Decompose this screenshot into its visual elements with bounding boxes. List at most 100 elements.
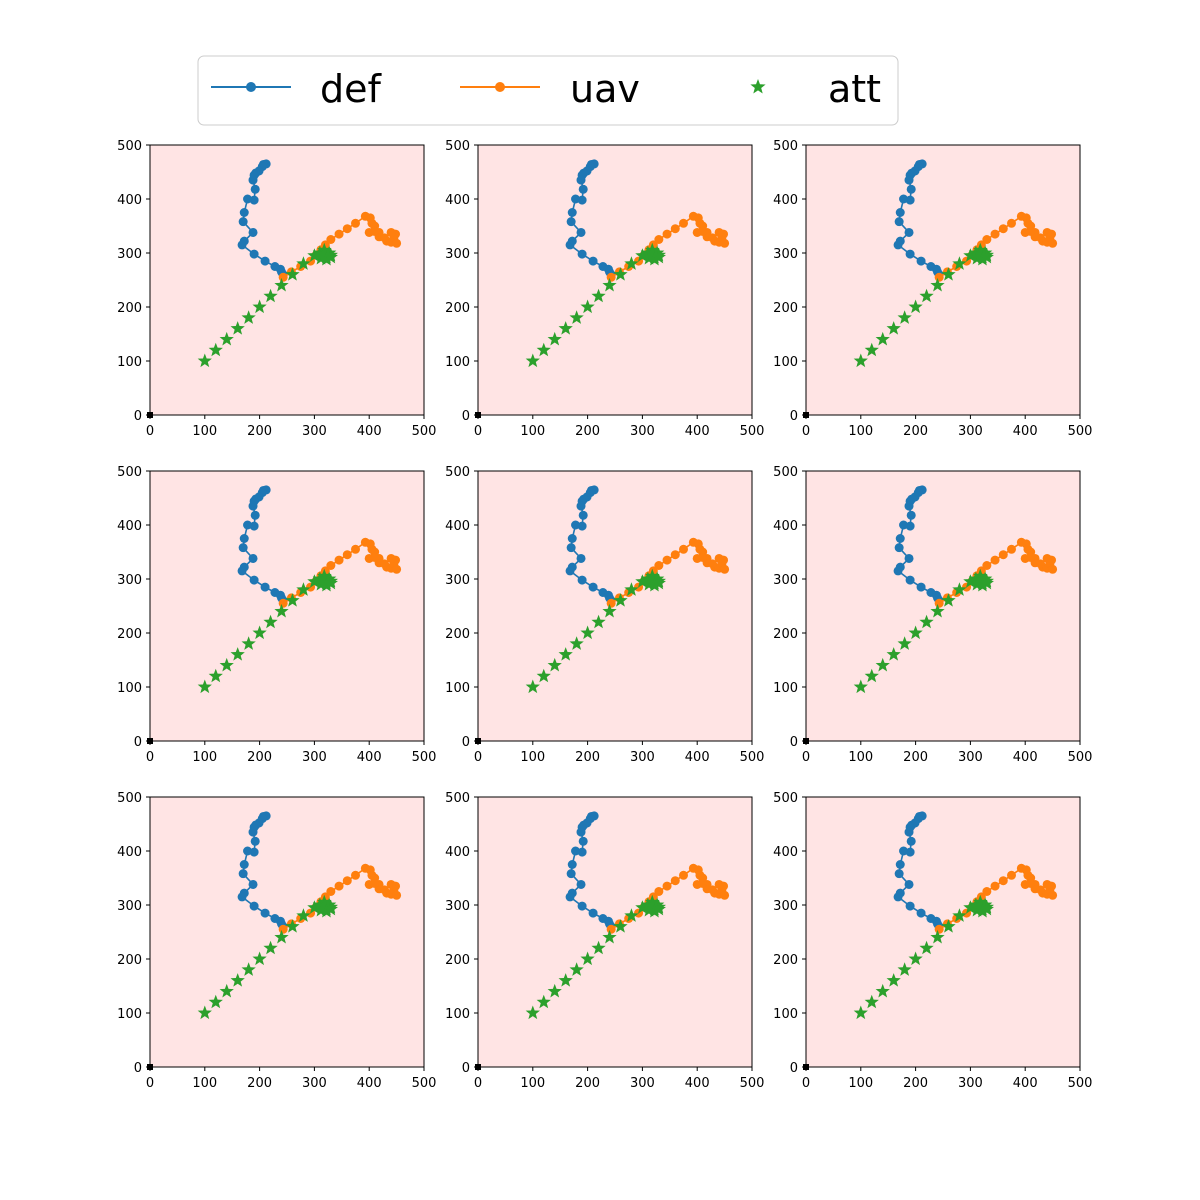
att-point (930, 277, 945, 292)
y-tick-label: 500 (445, 791, 470, 806)
y-tick-label: 100 (773, 1007, 798, 1022)
def-point (243, 846, 253, 856)
att-point (274, 929, 289, 944)
uav-point (606, 924, 616, 934)
att-point (323, 901, 338, 916)
plot-area (806, 471, 1080, 741)
y-tick-label: 200 (773, 953, 798, 968)
def-point (904, 501, 914, 511)
att-point (230, 321, 245, 335)
uav-point (720, 238, 730, 248)
att-point (930, 929, 945, 944)
x-tick-label: 0 (802, 1076, 810, 1091)
def-point (243, 194, 253, 204)
uav-point (679, 218, 688, 228)
x-tick-label: 400 (685, 1076, 710, 1091)
uav-point (1026, 226, 1036, 236)
x-tick-label: 500 (412, 1076, 437, 1091)
x-tick-label: 500 (412, 424, 437, 439)
uav-point (670, 876, 680, 886)
uav-point (1042, 879, 1052, 889)
y-tick-label: 400 (445, 845, 470, 860)
subplot-9: 0 100 200 300 400 500 0 100 200 300 400 500 (773, 791, 1092, 1091)
uav-point (990, 555, 1000, 565)
y-tick-label: 300 (773, 899, 798, 914)
att-point (864, 342, 879, 357)
y-tick-label: 400 (773, 193, 798, 208)
att-point (853, 679, 868, 694)
def-point (895, 534, 905, 543)
att-point (979, 575, 994, 590)
att-point (197, 679, 212, 694)
def-point (250, 836, 260, 846)
series-def (565, 485, 616, 606)
y-tick-label: 300 (117, 573, 142, 588)
y-tick-label: 400 (117, 519, 142, 534)
att-point (307, 574, 322, 588)
def-point (899, 520, 909, 530)
subplot-3: 0 100 200 300 400 500 0 100 200 300 400 500 (773, 139, 1092, 439)
uav-point (392, 238, 402, 248)
def-point (905, 575, 915, 585)
x-tick-label: 400 (685, 750, 710, 765)
def-point (904, 879, 914, 889)
att-point (973, 898, 988, 913)
y-tick-label: 0 (790, 1061, 798, 1076)
att-point (547, 983, 562, 998)
x-tick-label: 100 (520, 1076, 545, 1091)
legend-uav-marker (495, 82, 505, 92)
def-point (899, 846, 909, 856)
subplot-grid: 0 100 200 300 400 500 0 100 200 300 400 500 0 100 200 3… (117, 139, 1092, 1091)
x-tick-label: 300 (630, 1076, 655, 1091)
x-tick-label: 500 (1068, 1076, 1093, 1091)
uav-point (662, 229, 672, 239)
x-tick-label: 200 (575, 424, 600, 439)
def-point (893, 566, 903, 576)
x-tick-label: 500 (740, 750, 765, 765)
subplot-8: 0 100 200 300 400 500 0 100 200 300 400 500 (445, 791, 764, 1091)
x-tick-label: 500 (1068, 750, 1093, 765)
legend-att-label: att (828, 67, 881, 111)
uav-point (679, 870, 688, 880)
uav-point (1007, 870, 1016, 880)
plot-area (150, 471, 424, 741)
att-point (602, 277, 617, 292)
att-point (525, 1005, 540, 1020)
uav-point (370, 226, 380, 236)
att-point (624, 582, 639, 596)
def-point (248, 879, 258, 889)
att-point (952, 908, 967, 922)
def-point (588, 256, 598, 266)
x-tick-label: 200 (575, 750, 600, 765)
x-tick-label: 200 (903, 1076, 928, 1091)
y-tick-label: 200 (445, 301, 470, 316)
y-tick-label: 300 (773, 573, 798, 588)
x-tick-label: 200 (903, 750, 928, 765)
uav-point (698, 226, 708, 236)
plot-area (150, 797, 424, 1067)
def-point (904, 827, 914, 837)
x-tick-label: 300 (302, 1076, 327, 1091)
series-att (525, 242, 666, 368)
att-point (208, 342, 223, 357)
att-point (569, 636, 584, 650)
att-point (319, 903, 334, 918)
uav-point (334, 555, 344, 565)
x-tick-label: 300 (630, 424, 655, 439)
att-point (613, 919, 628, 933)
def-point (894, 217, 904, 227)
uav-point (1042, 227, 1052, 237)
x-tick-label: 200 (247, 424, 272, 439)
def-point (895, 860, 905, 869)
uav-point (326, 887, 336, 896)
def-point (237, 892, 247, 902)
att-point (919, 288, 934, 303)
y-tick-label: 100 (445, 355, 470, 370)
uav-point (1026, 552, 1036, 562)
def-point (249, 575, 259, 585)
att-point (263, 288, 278, 303)
def-point (893, 240, 903, 250)
x-tick-label: 100 (848, 1076, 873, 1091)
att-point (875, 983, 890, 998)
axes-frame (805, 470, 1081, 742)
